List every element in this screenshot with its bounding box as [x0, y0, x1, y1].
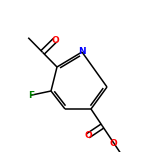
Text: F: F: [28, 91, 34, 100]
Text: N: N: [78, 47, 86, 57]
Text: O: O: [84, 131, 92, 140]
Text: O: O: [51, 36, 59, 45]
Text: O: O: [110, 139, 118, 148]
